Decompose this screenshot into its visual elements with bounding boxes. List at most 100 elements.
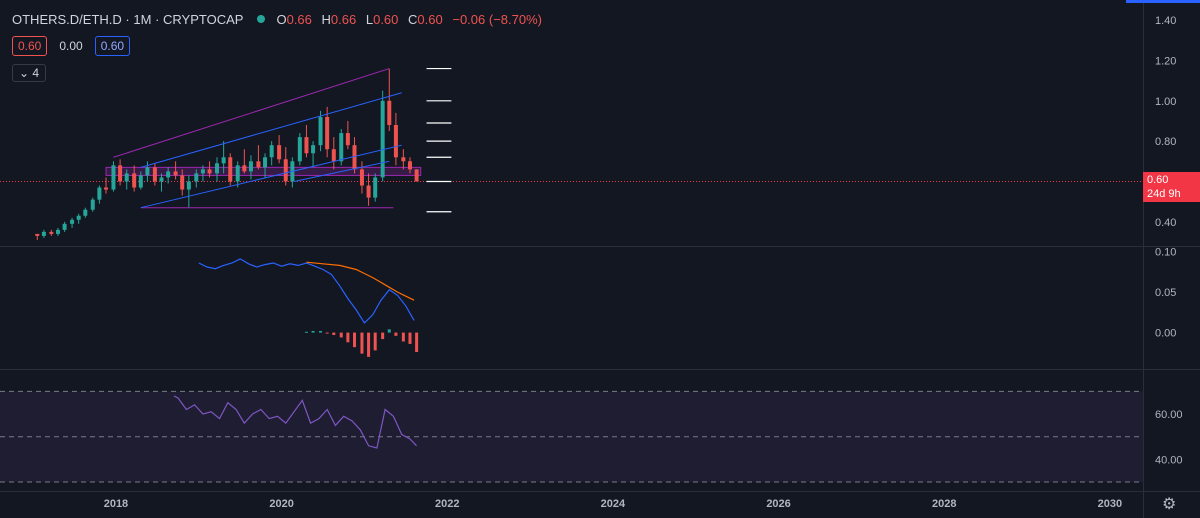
- candle-body: [414, 169, 419, 182]
- time-tick-label: 2018: [104, 498, 128, 510]
- macd-histogram-bar: [415, 332, 419, 353]
- price-tick-label: 0.80: [1155, 136, 1176, 148]
- candle-body: [35, 233, 40, 236]
- indicator-badge-red[interactable]: 0.60: [12, 36, 48, 56]
- candle-body: [277, 145, 282, 160]
- time-tick-label: 2024: [601, 498, 626, 510]
- candle-body: [194, 173, 199, 182]
- channel-upper-line: [140, 92, 402, 168]
- chevron-down-icon: ⌄: [19, 66, 33, 80]
- macd-line: [198, 258, 415, 324]
- candle-body: [311, 145, 316, 154]
- candle-body: [186, 181, 191, 190]
- bar-countdown: 24d 9h: [1147, 188, 1181, 200]
- candle-body: [393, 125, 398, 158]
- open-key: O: [276, 12, 287, 27]
- candle-body: [124, 173, 129, 182]
- rsi-tick-label: 60.00: [1155, 409, 1183, 421]
- close-value: 0.60: [417, 12, 443, 27]
- candle-body: [331, 149, 336, 162]
- macd-histogram-bar: [319, 330, 323, 333]
- indicator-count: 4: [32, 66, 40, 80]
- time-tick-label: 2022: [435, 498, 459, 510]
- candle-body: [166, 171, 171, 178]
- candle-body: [407, 161, 412, 170]
- macd-histogram-bar: [352, 332, 356, 348]
- candle-body: [235, 165, 240, 182]
- candle-body: [318, 116, 323, 146]
- symbol-label[interactable]: OTHERS.D/ETH.D: [12, 12, 122, 27]
- macd-histogram-bar: [394, 332, 398, 336]
- candle-body: [256, 161, 261, 168]
- open-value: 0.66: [286, 12, 312, 27]
- candle-body: [200, 169, 205, 174]
- candle-body: [97, 187, 102, 200]
- indicator-badge-blue[interactable]: 0.60: [94, 36, 131, 56]
- current-price-tag: 0.60 24d 9h: [1143, 172, 1200, 202]
- candle-body: [401, 157, 406, 162]
- low-value: 0.60: [373, 12, 399, 27]
- macd-tick-label: 0.05: [1155, 287, 1176, 299]
- candle-body: [283, 159, 288, 182]
- time-tick-label: 2028: [932, 498, 956, 510]
- rsi-tick-label: 40.00: [1155, 454, 1183, 466]
- macd-tick-label: 0.10: [1155, 247, 1176, 259]
- candle-body: [70, 219, 75, 224]
- high-value: 0.66: [330, 12, 357, 27]
- market-status-icon: [256, 15, 265, 23]
- candle-body: [173, 171, 178, 176]
- collapse-indicators-button[interactable]: ⌄ 4: [12, 64, 47, 82]
- macd-histogram-bar: [373, 332, 377, 351]
- top-accent-strip: [1126, 0, 1200, 3]
- candle-body: [62, 223, 67, 230]
- rsi-line: [173, 395, 418, 449]
- exchange-label: CRYPTOCAP: [163, 12, 244, 27]
- macd-histogram-bar: [332, 332, 336, 336]
- candle-body: [152, 167, 157, 182]
- candle-body: [221, 157, 226, 164]
- candle-body: [359, 169, 364, 186]
- candle-body: [104, 187, 109, 190]
- candle-body: [373, 177, 378, 198]
- macd-histogram-bar: [360, 332, 364, 354]
- candle-body: [325, 116, 330, 150]
- macd-histogram-bar: [408, 332, 412, 344]
- macd-signal-line: [306, 261, 415, 301]
- macd-histogram-bar: [367, 332, 371, 357]
- macd-histogram-bar: [311, 330, 315, 333]
- candle-body: [83, 209, 88, 216]
- candle-body: [132, 173, 137, 188]
- time-tick-label: 2020: [269, 498, 293, 510]
- macd-histogram-bar: [304, 331, 308, 333]
- indicator-badge-plain[interactable]: 0.00: [59, 39, 83, 53]
- macd-histogram-bar: [387, 329, 391, 333]
- current-price-value: 0.60: [1147, 174, 1169, 186]
- change-value: −0.06 (−8.70%): [452, 12, 542, 27]
- price-tick-label: 1.20: [1155, 55, 1176, 67]
- candle-body: [366, 185, 371, 198]
- separator-dot: ·: [125, 12, 134, 27]
- time-tick-label: 2030: [1098, 498, 1122, 510]
- candle-body: [345, 133, 350, 146]
- gear-icon[interactable]: ⚙: [1162, 496, 1177, 513]
- candle-body: [242, 165, 247, 172]
- interval-label[interactable]: 1M: [133, 12, 152, 27]
- price-tick-label: 0.40: [1155, 217, 1176, 229]
- candle-body: [297, 137, 302, 162]
- candle-body: [76, 215, 81, 220]
- candle-body: [90, 199, 95, 210]
- price-tick-label: 1.00: [1155, 96, 1176, 108]
- macd-histogram-bar: [339, 332, 343, 338]
- candle-body: [111, 165, 116, 190]
- candle-body: [207, 169, 212, 174]
- separator-dot: ·: [155, 12, 164, 27]
- close-key: C: [408, 12, 418, 27]
- macd-histogram-bar: [325, 332, 329, 334]
- macd-histogram-bar: [381, 332, 385, 340]
- candle-body: [263, 157, 268, 168]
- indicator-badges: 0.60 0.00 0.60: [12, 36, 131, 56]
- candle-body: [41, 231, 46, 236]
- macd-tick-label: 0.00: [1155, 328, 1176, 340]
- legend-header: OTHERS.D/ETH.D · 1M · CRYPTOCAP O0.66 H0…: [12, 12, 548, 27]
